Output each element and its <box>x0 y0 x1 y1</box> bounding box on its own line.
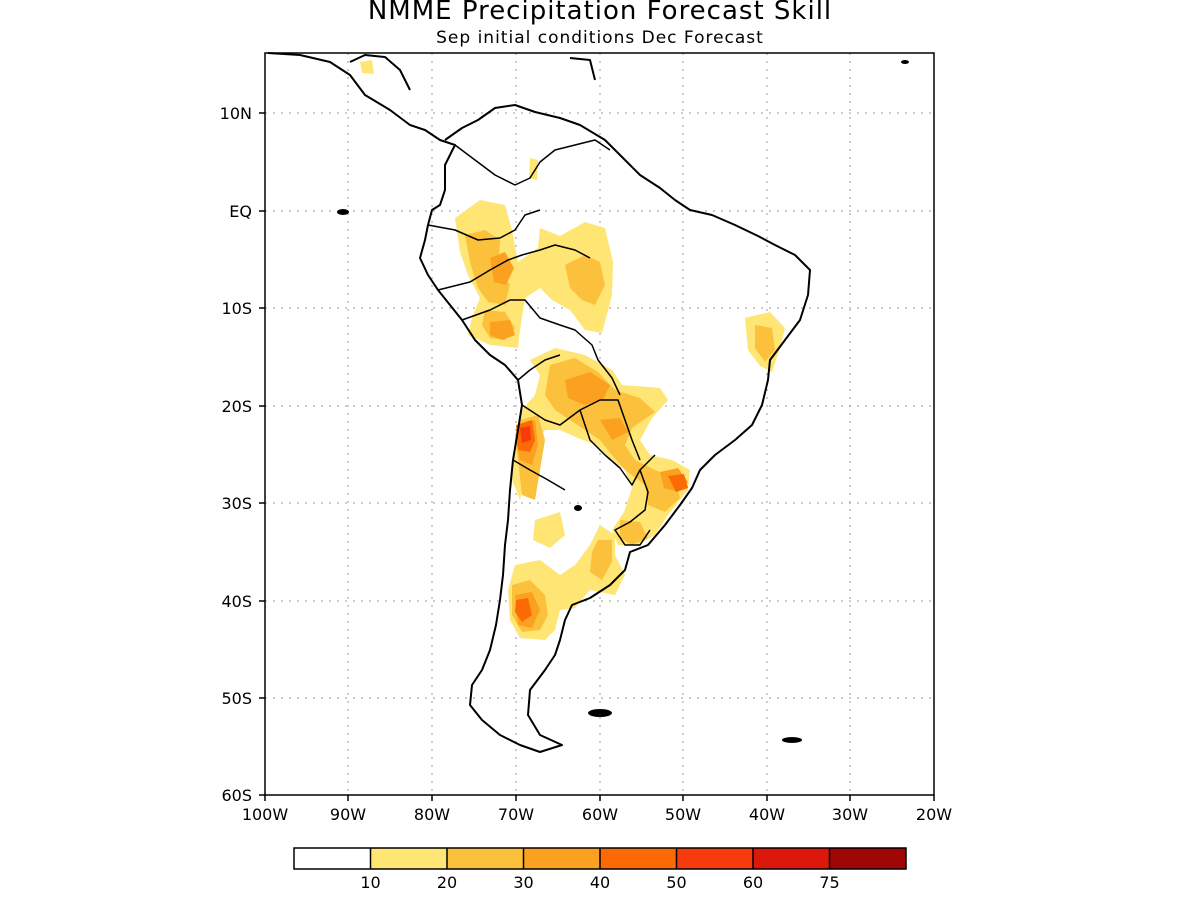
lon-tick-labels: 100W 90W 80W 70W 60W 50W 40W 30W 20W <box>242 805 952 824</box>
lon-tick-50w: 50W <box>665 805 701 824</box>
country-borders <box>427 139 656 546</box>
colorbar: 10 20 30 40 50 60 75 <box>293 847 907 892</box>
colorbar-label-30: 30 <box>513 873 533 892</box>
colorbar-swatch-7 <box>829 848 906 869</box>
lon-tick-100w: 100W <box>242 805 289 824</box>
lon-tick-90w: 90W <box>330 805 366 824</box>
colorbar-label-10: 10 <box>360 873 380 892</box>
coastline <box>267 52 811 753</box>
map-title: NMME Precipitation Forecast Skill <box>367 0 833 26</box>
colorbar-swatch-6 <box>753 848 830 869</box>
colorbar-swatch-5 <box>676 848 753 869</box>
colorbar-label-60: 60 <box>743 873 763 892</box>
map-subtitle: Sep initial conditions Dec Forecast <box>436 28 764 48</box>
lat-tick-40s: 40S <box>221 592 252 611</box>
colorbar-swatch-4 <box>600 848 677 869</box>
lat-tick-labels: 10N EQ 10S 20S 30S 40S 50S 60S <box>220 104 252 805</box>
islands <box>337 60 909 743</box>
lat-tick-50s: 50S <box>221 689 252 708</box>
skill-shading <box>360 60 785 640</box>
lon-tick-30w: 30W <box>832 805 868 824</box>
lon-tick-80w: 80W <box>414 805 450 824</box>
lat-tick-60s: 60S <box>221 786 252 805</box>
lon-tick-60w: 60W <box>582 805 618 824</box>
lon-tick-70w: 70W <box>498 805 534 824</box>
lat-tick-30s: 30S <box>221 494 252 513</box>
lon-tick-20w: 20W <box>916 805 952 824</box>
colorbar-swatch-1 <box>370 848 447 869</box>
colorbar-swatch-0 <box>294 848 371 869</box>
colorbar-label-75: 75 <box>819 873 839 892</box>
lat-tick-eq: EQ <box>229 202 252 221</box>
lat-tick-10s: 10S <box>221 299 252 318</box>
colorbar-label-20: 20 <box>437 873 457 892</box>
lat-tick-20s: 20S <box>221 397 252 416</box>
colorbar-label-50: 50 <box>666 873 686 892</box>
colorbar-label-40: 40 <box>590 873 610 892</box>
lat-tick-10n: 10N <box>220 104 252 123</box>
colorbar-swatch-2 <box>447 848 524 869</box>
lon-tick-40w: 40W <box>749 805 785 824</box>
colorbar-swatch-3 <box>523 848 600 869</box>
